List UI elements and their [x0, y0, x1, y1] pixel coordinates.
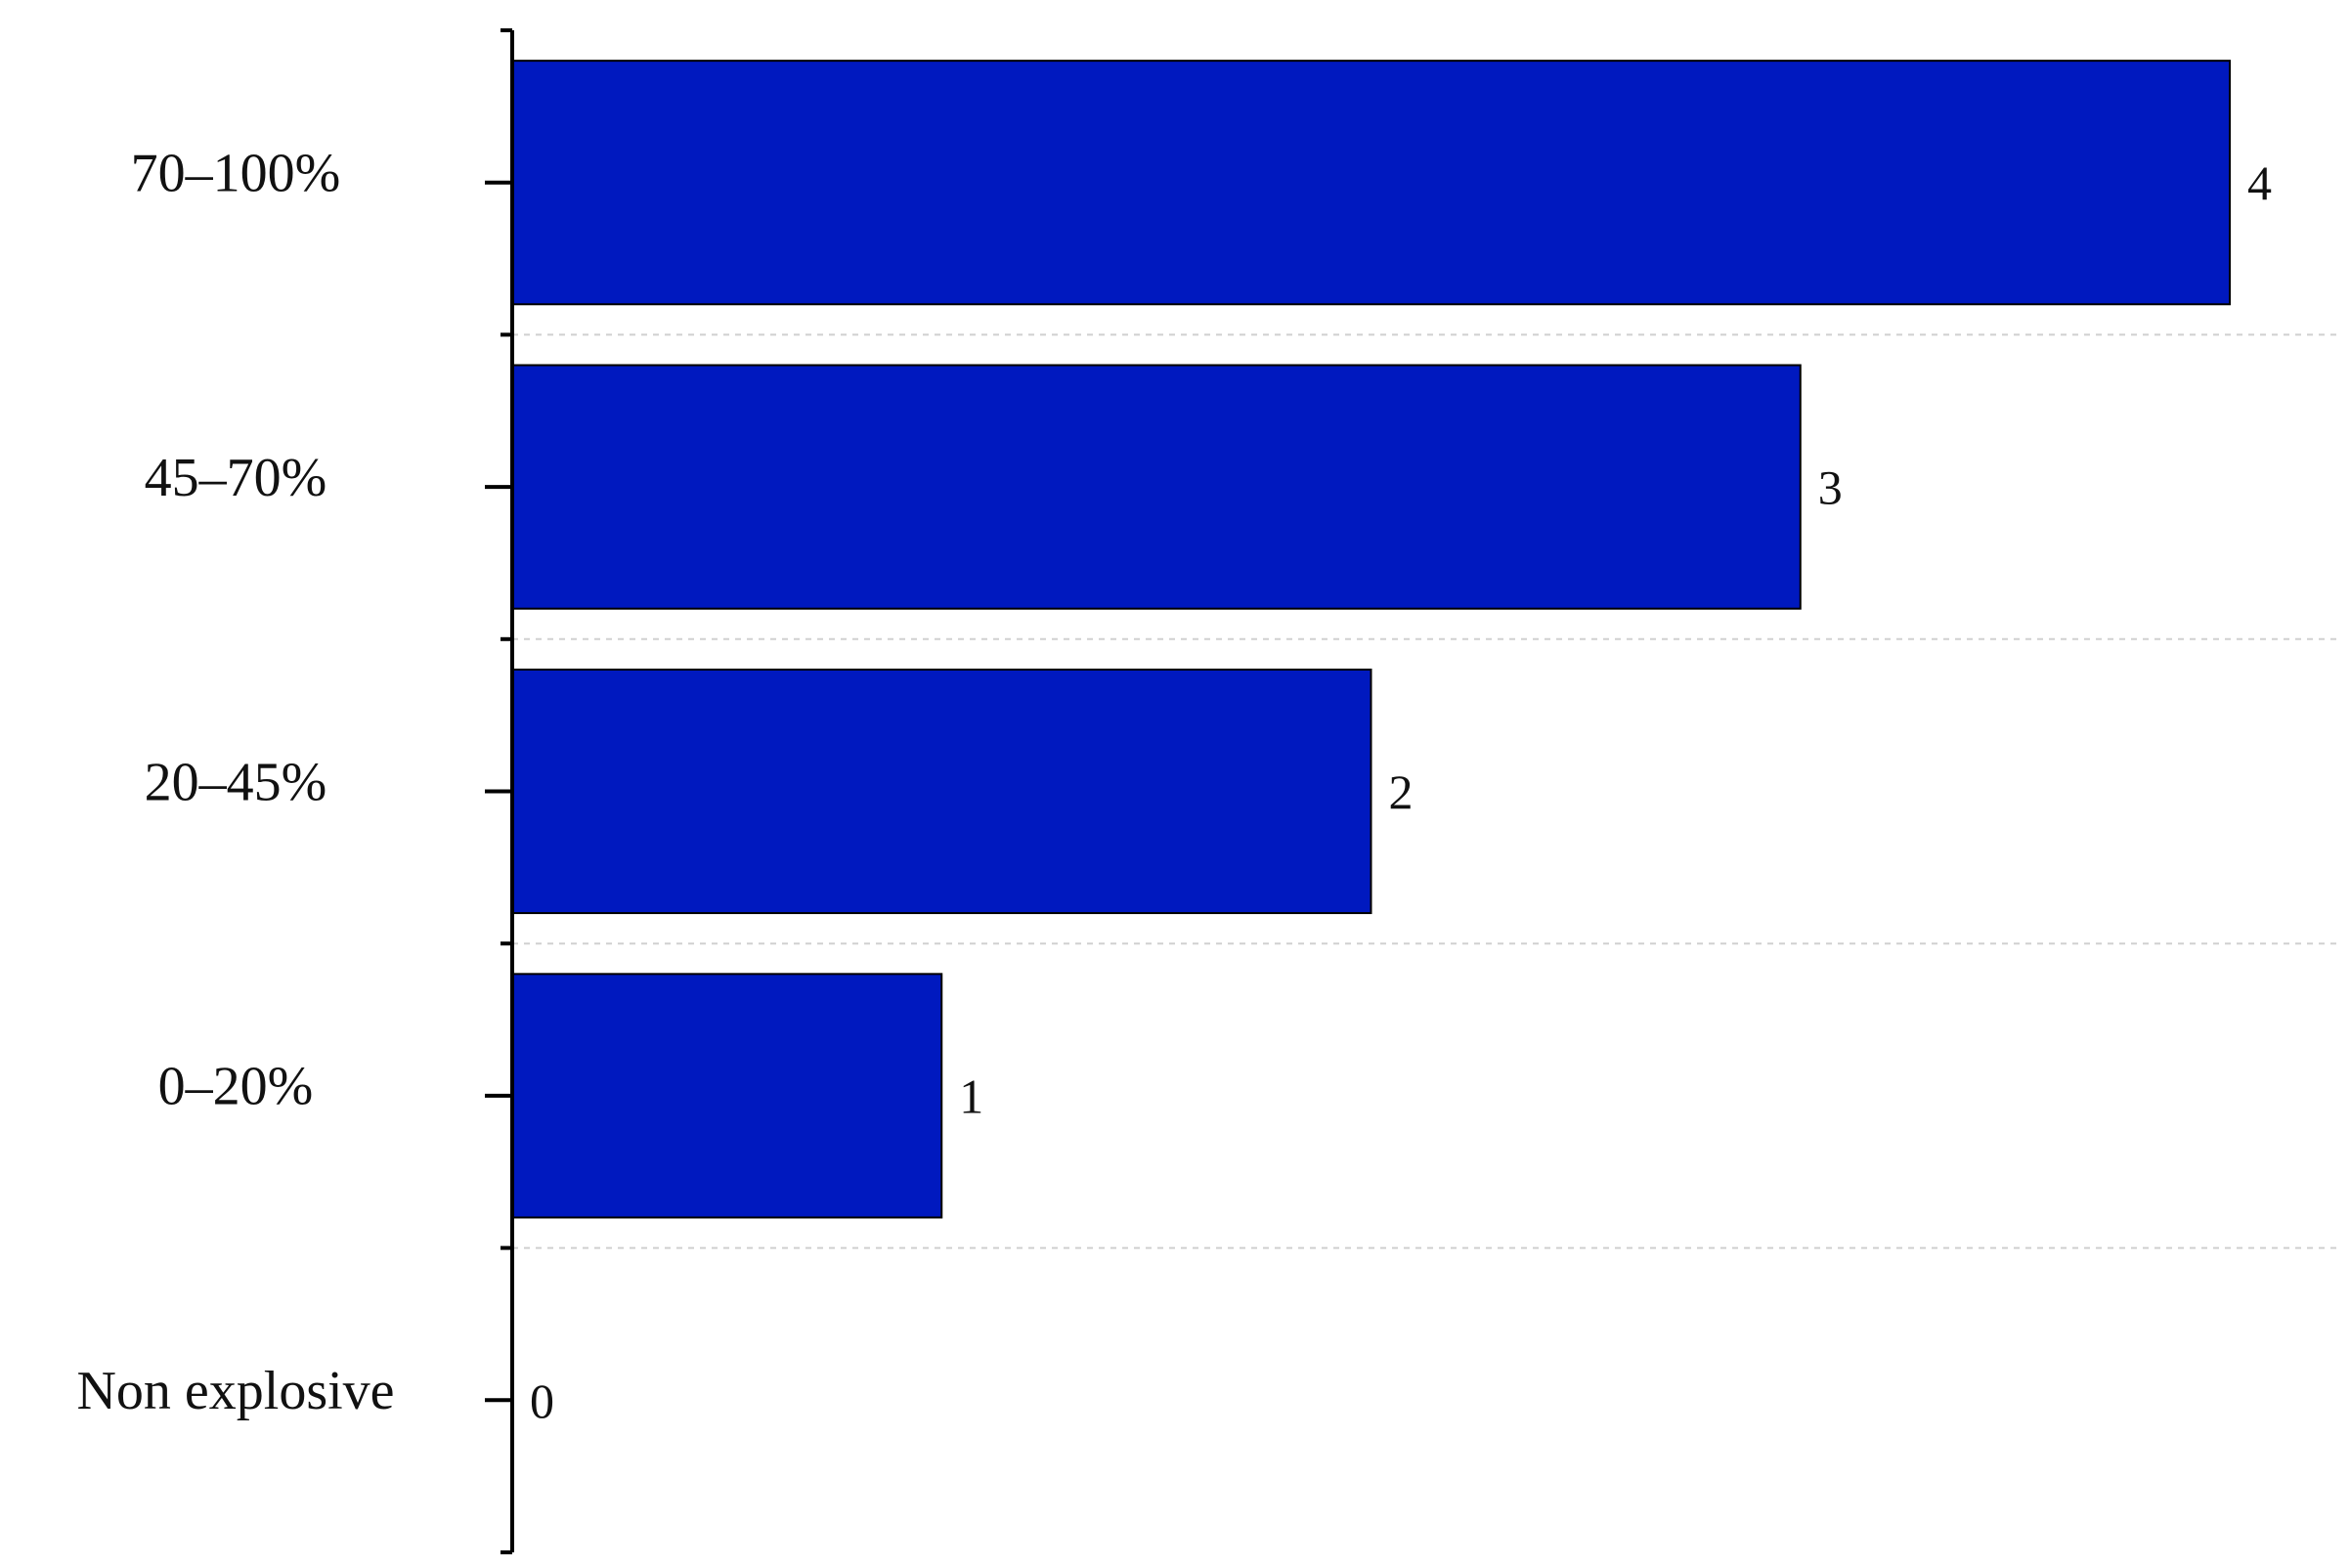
bar: [511, 668, 1372, 915]
bar: [511, 364, 1802, 610]
value-label: 1: [959, 1068, 983, 1123]
y-tick-label: 45–70%: [145, 448, 327, 508]
value-label: 0: [530, 1373, 554, 1428]
bar: [511, 973, 943, 1219]
value-label: 3: [1818, 460, 1843, 515]
value-label: 2: [1389, 764, 1414, 819]
value-label: 4: [2247, 155, 2272, 210]
y-tick-label: 0–20%: [158, 1057, 314, 1117]
bar: [511, 60, 2231, 306]
y-tick-label: 20–45%: [145, 752, 327, 812]
y-tick-label: 70–100%: [131, 144, 341, 204]
y-tick-label: Non explosive: [76, 1361, 394, 1421]
